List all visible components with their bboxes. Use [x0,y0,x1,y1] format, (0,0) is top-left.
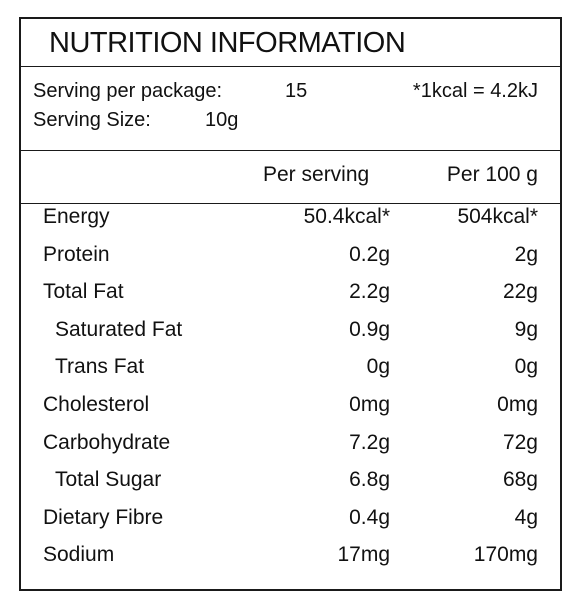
per-serving-value: 0mg [349,392,390,416]
per-100g-value: 68g [502,468,538,492]
divider [21,150,560,151]
table-row: Dietary Fibre 0.4g 4g [21,506,560,544]
per-100g-value: 72g [502,430,538,454]
nutrient-label: Cholesterol [43,392,150,416]
nutrient-label: Trans Fat [55,355,145,379]
table-row: Carbohydrate 7.2g 72g [21,431,560,469]
nutrient-label: Sodium [43,543,115,567]
table-row: Total Fat 2.2g 22g [21,280,560,318]
per-100g-value: 504kcal* [457,205,538,228]
per-100g-value: 9g [514,317,538,341]
serving-size-value: 10g [205,109,239,131]
table-row: Cholesterol 0mg 0mg [21,393,560,431]
column-header-per-100g: Per 100 g [446,163,538,186]
per-serving-value: 6.8g [349,468,390,492]
per-serving-value: 0.9g [349,317,390,341]
per-serving-value: 50.4kcal* [303,205,390,228]
per-serving-value: 7.2g [349,430,390,454]
per-100g-value: 170mg [473,543,538,567]
per-serving-value: 17mg [337,543,390,567]
servings-per-package-value: 15 [285,80,308,102]
nutrient-label: Energy [43,205,110,228]
table-row: Sodium 17mg 170mg [21,543,560,581]
nutrient-label: Carbohydrate [43,430,171,454]
per-100g-value: 2g [514,242,538,266]
divider [21,203,560,204]
per-100g-value: 22g [502,280,538,304]
nutrition-panel: NUTRITION INFORMATION Serving per packag… [19,17,562,591]
per-serving-value: 2.2g [349,280,390,304]
per-serving-value: 0.2g [349,242,390,266]
servings-per-package-label: Serving per package: [33,80,223,102]
per-100g-value: 0g [514,355,538,379]
serving-size-label: Serving Size: [33,109,151,131]
nutrient-label: Dietary Fibre [43,505,164,529]
nutrient-label: Protein [43,242,110,266]
kcal-conversion-note: *1kcal = 4.2kJ [412,80,538,102]
nutrient-label: Total Sugar [55,468,162,492]
nutrient-label: Saturated Fat [55,317,183,341]
per-100g-value: 0mg [497,392,538,416]
divider [21,66,560,67]
column-header-per-serving: Per serving [263,163,370,186]
table-row: Protein 0.2g 2g [21,243,560,281]
table-row: Energy 50.4kcal* 504kcal* [21,205,560,243]
table-row: Saturated Fat 0.9g 9g [21,318,560,356]
table-row: Trans Fat 0g 0g [21,355,560,393]
nutrient-label: Total Fat [43,280,124,304]
per-serving-value: 0g [366,355,390,379]
table-row: Total Sugar 6.8g 68g [21,468,560,506]
panel-title: NUTRITION INFORMATION [49,27,406,59]
nutrient-table: Energy 50.4kcal* 504kcal* Protein 0.2g 2g Tota… [21,205,560,581]
per-100g-value: 4g [514,505,538,529]
per-serving-value: 0.4g [349,505,390,529]
